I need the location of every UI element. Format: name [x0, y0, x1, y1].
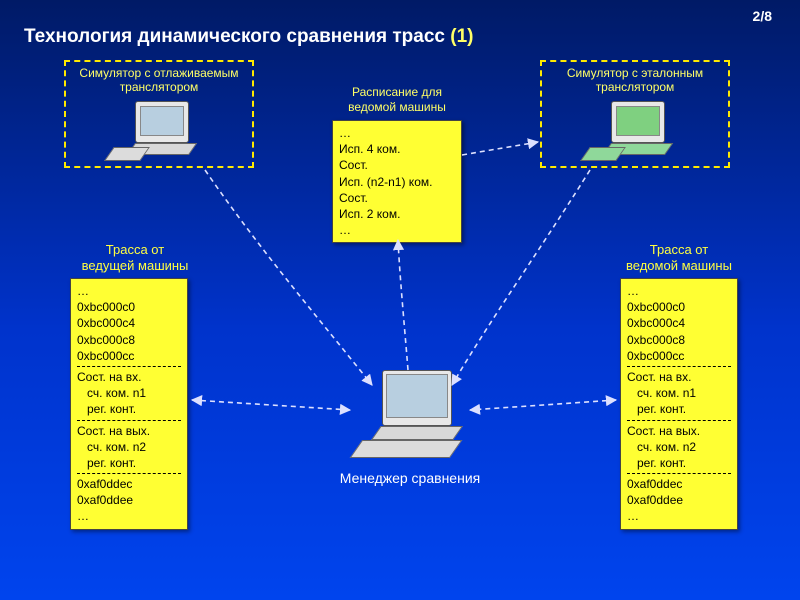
trace-line: 0xbc000cc — [77, 348, 181, 364]
sched-line: Сост. — [339, 157, 455, 173]
simulator-left-box: Симулятор с отлаживаемым транслятором — [64, 60, 254, 168]
sim-right-label-2: транслятором — [542, 80, 728, 94]
page-number: 2/8 — [753, 8, 772, 24]
trace-line: … — [627, 508, 731, 524]
trace-line: рег. конт. — [77, 401, 181, 417]
trace-line: 0xbc000c4 — [627, 315, 731, 331]
trace-line: рег. конт. — [627, 401, 731, 417]
trace-line: 0xaf0ddec — [77, 476, 181, 492]
trace-left-title-l2: ведущей машины — [82, 258, 189, 273]
schedule-box: … Исп. 4 ком. Сост. Исп. (n2-n1) ком. Со… — [332, 120, 462, 243]
trace-left-title: Трасса от ведущей машины — [70, 242, 200, 275]
sched-line: Исп. 4 ком. — [339, 141, 455, 157]
trace-line: сч. ком. n1 — [77, 385, 181, 401]
trace-line: 0xbc000c4 — [77, 315, 181, 331]
sched-line: … — [339, 125, 455, 141]
manager-computer — [352, 370, 472, 460]
trace-line: 0xbc000c0 — [77, 299, 181, 315]
sched-line: Исп. (n2-n1) ком. — [339, 174, 455, 190]
title-suffix: (1) — [450, 26, 473, 47]
schedule-title-l2: ведомой машины — [348, 100, 446, 114]
trace-left-title-l1: Трасса от — [106, 242, 164, 257]
trace-line: 0xaf0ddee — [627, 492, 731, 508]
trace-line: сч. ком. n2 — [77, 439, 181, 455]
trace-line: Сост. на вых. — [627, 423, 731, 439]
sched-line: … — [339, 222, 455, 238]
schedule-title-l1: Расписание для — [352, 85, 442, 99]
trace-line: 0xbc000cc — [627, 348, 731, 364]
trace-line: сч. ком. n2 — [627, 439, 731, 455]
title-main: Технология динамического сравнения трасс — [24, 26, 445, 47]
trace-right-title-l1: Трасса от — [650, 242, 708, 257]
computer-icon — [109, 101, 209, 163]
trace-line: … — [77, 508, 181, 524]
slide-title: Технология динамического сравнения трасс… — [24, 26, 474, 48]
trace-left-box: … 0xbc000c0 0xbc000c4 0xbc000c8 0xbc000c… — [70, 278, 188, 530]
manager-label: Менеджер сравнения — [310, 470, 510, 486]
sim-right-label-1: Симулятор с эталонным — [542, 66, 728, 80]
computer-icon — [585, 101, 685, 163]
schedule-title: Расписание для ведомой машины — [332, 85, 462, 115]
trace-line: 0xaf0ddec — [627, 476, 731, 492]
trace-line: 0xbc000c0 — [627, 299, 731, 315]
sim-left-label-1: Симулятор с отлаживаемым — [66, 66, 252, 80]
trace-line: 0xbc000c8 — [627, 332, 731, 348]
sim-left-label-2: транслятором — [66, 80, 252, 94]
sched-line: Сост. — [339, 190, 455, 206]
trace-line: Сост. на вх. — [77, 369, 181, 385]
trace-line: … — [77, 283, 181, 299]
trace-line: рег. конт. — [627, 455, 731, 471]
trace-line: рег. конт. — [77, 455, 181, 471]
simulator-right-box: Симулятор с эталонным транслятором — [540, 60, 730, 168]
trace-line: Сост. на вх. — [627, 369, 731, 385]
trace-line: сч. ком. n1 — [627, 385, 731, 401]
trace-line: 0xaf0ddee — [77, 492, 181, 508]
trace-right-title-l2: ведомой машины — [626, 258, 732, 273]
trace-right-box: … 0xbc000c0 0xbc000c4 0xbc000c8 0xbc000c… — [620, 278, 738, 530]
trace-line: 0xbc000c8 — [77, 332, 181, 348]
trace-line: Сост. на вых. — [77, 423, 181, 439]
trace-right-title: Трасса от ведомой машины — [604, 242, 754, 275]
sched-line: Исп. 2 ком. — [339, 206, 455, 222]
trace-line: … — [627, 283, 731, 299]
